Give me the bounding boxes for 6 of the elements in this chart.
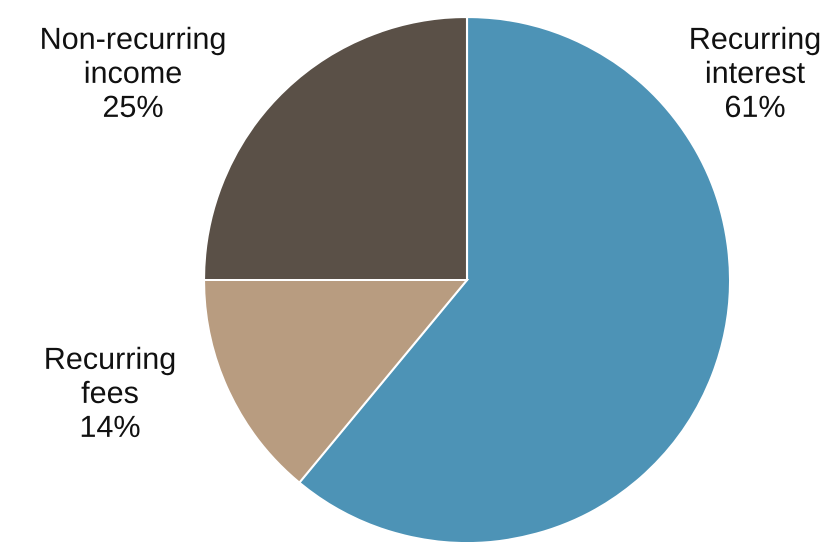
data-label: 25% [104, 96, 162, 118]
slice-label: Recurring fees [46, 346, 174, 404]
data-label: 14% [82, 416, 140, 438]
slice-label: Recurring interest [691, 26, 820, 84]
slice-label: Non-recurring income [42, 26, 224, 84]
data-label: 61% [726, 96, 784, 118]
